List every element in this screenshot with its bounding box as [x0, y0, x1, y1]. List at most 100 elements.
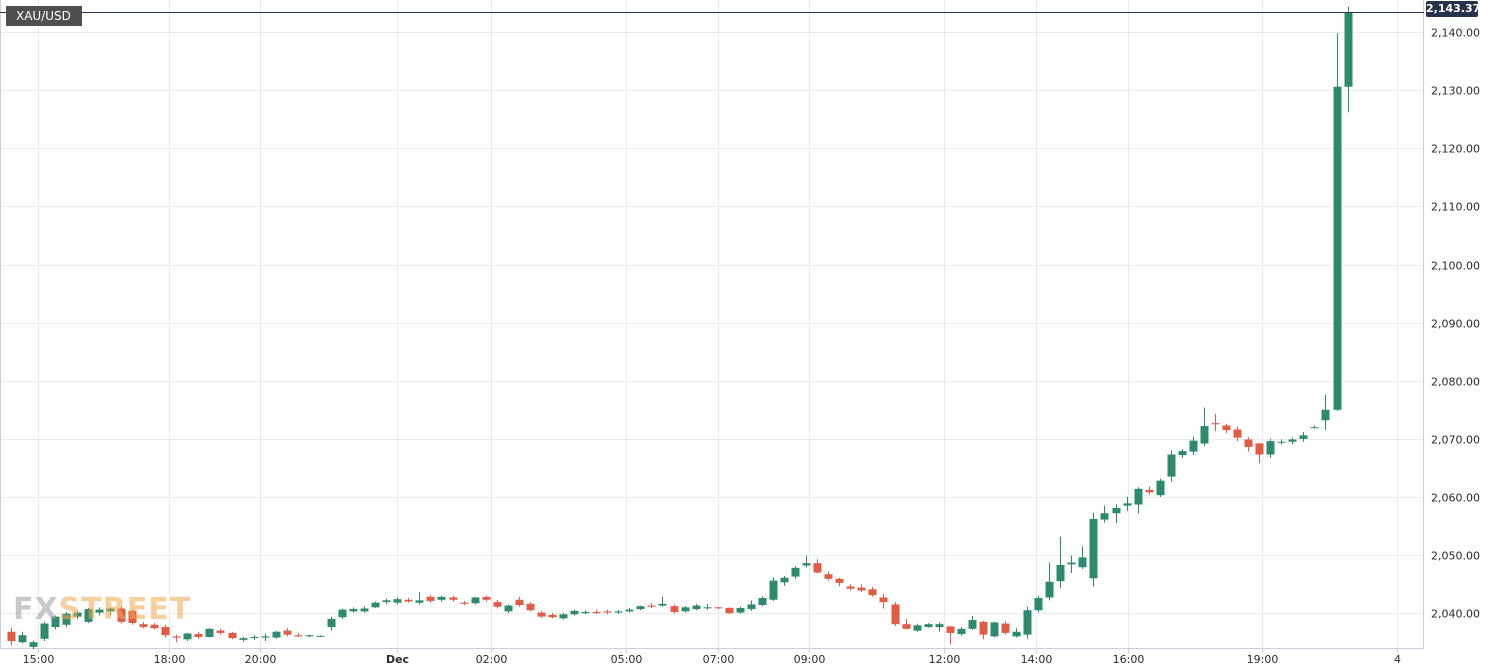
candle: [228, 631, 237, 640]
candle: [769, 577, 778, 601]
candle: [636, 605, 645, 611]
candle: [515, 596, 524, 607]
candle: [471, 596, 480, 605]
candle: [1156, 478, 1165, 497]
candle-body: [879, 597, 888, 603]
candle: [603, 609, 612, 615]
price-tick-label: 2,130.00: [1431, 85, 1480, 98]
candle-body: [449, 597, 458, 600]
candle-body: [139, 624, 148, 628]
candle: [979, 620, 988, 640]
candle-body: [1310, 427, 1319, 429]
candle: [7, 627, 16, 646]
candle-body: [1266, 441, 1275, 455]
candle-body: [117, 608, 126, 622]
fxstreet-watermark-logo: FXSTREET: [13, 592, 192, 627]
time-tick-label: 02:00: [476, 653, 508, 666]
candle: [857, 584, 866, 593]
candle-body: [316, 635, 325, 637]
candle-body: [349, 609, 358, 612]
candle-body: [437, 596, 446, 600]
candle: [1189, 436, 1198, 456]
candle-body: [29, 642, 38, 647]
candle-body: [426, 596, 435, 601]
time-tick-label: 19:00: [1247, 653, 1279, 666]
candle-body: [1145, 489, 1154, 493]
price-tick-label: 2,110.00: [1431, 201, 1480, 214]
candle: [117, 606, 126, 624]
candle: [725, 607, 734, 615]
symbol-badge: XAU/USD: [6, 6, 82, 26]
candle: [239, 636, 248, 642]
candle-body: [338, 609, 347, 618]
time-tick-label: 4: [1394, 653, 1401, 666]
candle-body: [1156, 480, 1165, 496]
candle-body: [482, 596, 491, 600]
candle-body: [272, 631, 281, 638]
candle-body: [570, 610, 579, 615]
candle-body: [736, 607, 745, 613]
candle-body: [913, 625, 922, 631]
candle: [183, 632, 192, 642]
candle: [902, 618, 911, 630]
price-tick-label: 2,100.00: [1431, 260, 1480, 273]
candle-body: [1178, 451, 1187, 456]
candle: [449, 595, 458, 602]
candle: [382, 598, 391, 604]
candle-body: [1244, 439, 1253, 447]
candle-body: [305, 635, 314, 637]
candle: [1034, 595, 1043, 613]
candle: [957, 627, 966, 636]
candle: [1321, 394, 1330, 431]
candle-body: [658, 603, 667, 606]
time-tick-label: 12:00: [929, 653, 961, 666]
candle: [1167, 450, 1176, 482]
candle-body: [95, 609, 104, 613]
candle: [1001, 621, 1010, 635]
candle: [846, 584, 855, 591]
candle-body: [239, 638, 248, 640]
candle-body: [758, 598, 767, 606]
candle: [161, 624, 170, 638]
candle: [703, 603, 712, 610]
candle-body: [802, 563, 811, 566]
price-tick-label: 2,120.00: [1431, 143, 1480, 156]
candle-body: [681, 607, 690, 612]
candle-body: [1089, 519, 1098, 579]
candle-body: [515, 599, 524, 606]
candle-body: [18, 635, 27, 643]
candle-body: [194, 634, 203, 637]
candle: [1123, 496, 1132, 511]
candle-body: [592, 611, 601, 614]
candle-body: [559, 614, 568, 619]
candle: [1222, 423, 1231, 434]
candle-body: [946, 626, 955, 633]
candle: [592, 609, 601, 614]
candle: [1145, 486, 1154, 495]
candle-body: [725, 607, 734, 614]
candle-body: [670, 606, 679, 612]
candle: [1344, 6, 1353, 113]
candle: [294, 632, 303, 637]
candle: [879, 593, 888, 609]
candle-body: [1034, 598, 1043, 611]
candle-body: [1167, 454, 1176, 477]
candle: [891, 602, 900, 626]
candle: [968, 616, 977, 630]
candle-body: [1344, 12, 1353, 87]
candle: [29, 640, 38, 650]
candle-body: [1012, 631, 1021, 637]
candle: [581, 610, 590, 615]
candle: [1100, 505, 1109, 523]
candle: [250, 635, 259, 640]
candle-body: [128, 610, 137, 624]
time-tick-label: 07:00: [703, 653, 735, 666]
candle: [1078, 546, 1087, 569]
candle-body: [1100, 513, 1109, 520]
candle-body: [415, 600, 424, 603]
candle-layer: [7, 6, 1353, 650]
candle: [172, 634, 181, 643]
candle-body: [1078, 557, 1087, 568]
candle-body: [581, 611, 590, 614]
candle-body: [40, 623, 49, 639]
